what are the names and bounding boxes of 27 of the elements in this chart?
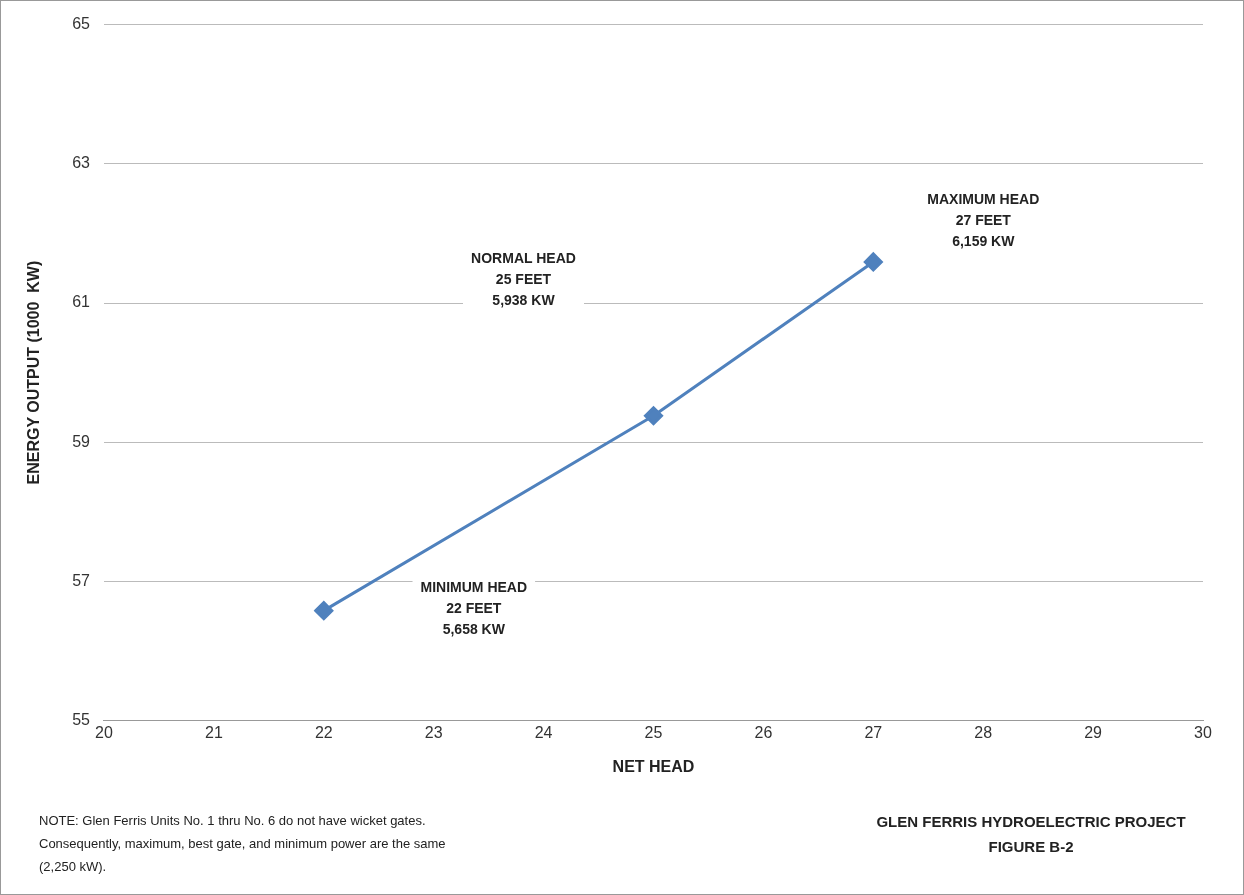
- annotation: MAXIMUM HEAD 27 FEET 6,159 KW: [927, 190, 1040, 249]
- x-tick-label: 28: [974, 723, 993, 741]
- x-tick-label: 26: [754, 723, 773, 741]
- x-tick-label: 25: [644, 723, 663, 741]
- annotation: NORMAL HEAD 25 FEET 5,938 KW: [471, 249, 576, 308]
- y-tick-label: 57: [72, 571, 91, 589]
- x-tick-label: 21: [205, 723, 223, 741]
- annotation: MINIMUM HEAD 22 FEET 5,658 KW: [420, 579, 528, 638]
- y-axis-title: ENERGY OUTPUT (1000 KW): [25, 260, 43, 485]
- point: [644, 406, 663, 426]
- x-tick-label: 22: [314, 723, 333, 741]
- x-tick-label: 23: [424, 723, 443, 741]
- y-tick-label: 65: [72, 15, 91, 33]
- x-tick-label: 30: [1194, 723, 1212, 741]
- text: GLEN FERRIS HYDROELECTRIC PROJECT FIGURE B-2: [875, 812, 1187, 857]
- x-tick-label: 20: [95, 723, 113, 741]
- y-tick-label: 59: [72, 432, 91, 450]
- y-tick-label: 63: [72, 154, 91, 172]
- x-tick-label: 27: [864, 723, 883, 741]
- x-tick-label: 29: [1084, 723, 1103, 741]
- x-tick-label: 24: [534, 723, 553, 741]
- y-tick-label: 55: [72, 711, 91, 729]
- point: [863, 252, 883, 272]
- text: NOTE: Glen Ferris Units No. 1 thru No. 6 do not have wicket gates. Consequently, maximum, best gate, and minimum power are the same (2,250 kW).: [39, 812, 447, 876]
- x-axis-title: NET HEAD: [612, 757, 695, 775]
- y-tick-label: 61: [72, 293, 91, 311]
- point: [314, 601, 334, 621]
